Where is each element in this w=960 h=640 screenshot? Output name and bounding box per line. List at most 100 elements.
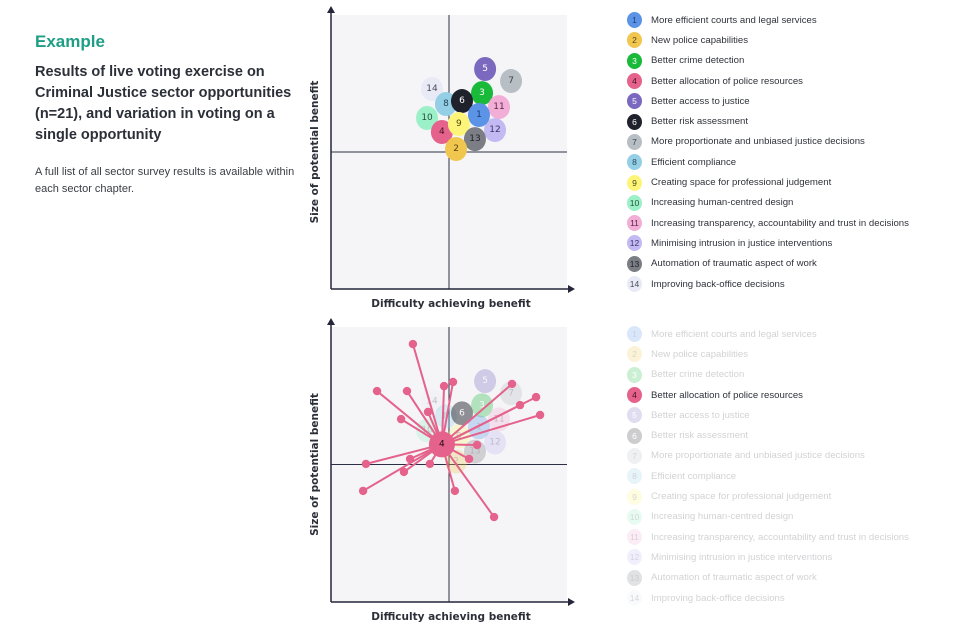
variation-legend-item-10[interactable]: 10 Increasing human-centred design <box>627 507 947 527</box>
x-axis-title: Difficulty achieving benefit <box>371 611 530 623</box>
bubble-circle <box>450 401 473 426</box>
vote-point-6[interactable] <box>507 379 517 389</box>
bubble-circle <box>467 103 490 128</box>
vote-point-12[interactable] <box>472 440 482 450</box>
legend-item-4[interactable]: 4 Better allocation of police resources <box>627 71 947 91</box>
vote-point-20[interactable] <box>489 512 499 522</box>
opportunity-bubble-1[interactable]: 1 <box>467 103 490 128</box>
opportunity-bubble-14[interactable]: 14 <box>421 389 444 414</box>
bubble-circle <box>447 112 470 137</box>
opportunity-bubble-7[interactable]: 7 <box>500 69 523 94</box>
legend-marker-icon: 1 <box>627 326 642 343</box>
opportunity-bubble-9[interactable]: 9 <box>447 112 470 137</box>
vote-point-14[interactable] <box>361 459 371 469</box>
opportunity-bubble-5[interactable]: 5 <box>474 56 497 81</box>
variation-legend-item-7[interactable]: 7 More proportionate and unbiased justice… <box>627 446 947 466</box>
vote-point-10[interactable] <box>423 407 433 417</box>
legend-item-9[interactable]: 9 Creating space for professional judgeme… <box>627 172 947 192</box>
variation-legend-item-1[interactable]: 1 More efficient courts and legal service… <box>627 324 947 344</box>
vote-point-17[interactable] <box>399 467 409 477</box>
variation-legend-item-2[interactable]: 2 New police capabilities <box>627 344 947 364</box>
highlighted-bubble-4[interactable]: 4 <box>428 431 455 458</box>
opportunity-bubble-5[interactable]: 5 <box>474 369 497 394</box>
legend-item-1[interactable]: 1 More efficient courts and legal service… <box>627 10 947 30</box>
bubble-label: 2 <box>453 144 459 154</box>
y-axis-title: Size of potential benefit <box>309 81 321 224</box>
legend-item-12[interactable]: 12 Minimising intrusion in justice interv… <box>627 233 947 253</box>
legend-item-3[interactable]: 3 Better crime detection <box>627 51 947 71</box>
vote-point-13[interactable] <box>464 454 474 464</box>
legend-marker-icon: 8 <box>627 154 642 171</box>
vote-point-4[interactable] <box>439 381 449 391</box>
bubble-label: 6 <box>459 96 465 106</box>
legend-item-2[interactable]: 2 New police capabilities <box>627 30 947 50</box>
opportunity-bubble-12[interactable]: 12 <box>484 430 507 455</box>
opportunity-bubble-6[interactable]: 6 <box>450 89 473 114</box>
bubble-circle <box>428 431 455 458</box>
opportunity-legend: 1 More efficient courts and legal service… <box>627 10 947 294</box>
legend-item-8[interactable]: 8 Efficient compliance <box>627 152 947 172</box>
opportunity-bubble-12[interactable]: 12 <box>484 118 507 143</box>
bubble-label: 11 <box>493 414 504 424</box>
opportunity-bubble-10[interactable]: 10 <box>416 106 439 131</box>
variation-legend-item-5[interactable]: 5 Better access to justice <box>627 405 947 425</box>
bubble-label: 5 <box>482 376 488 386</box>
vote-point-7[interactable] <box>531 392 541 402</box>
vote-point-3[interactable] <box>402 386 412 396</box>
opportunity-bubble-14[interactable]: 14 <box>421 76 444 101</box>
vote-point-11[interactable] <box>396 414 406 424</box>
opportunity-bubble-2[interactable]: 2 <box>445 136 468 161</box>
x-axis-arrow-icon <box>568 285 575 293</box>
opportunity-bubble-11[interactable]: 11 <box>488 95 511 120</box>
bubble-label: 10 <box>421 425 433 435</box>
vote-point-18[interactable] <box>358 486 368 496</box>
variation-legend-item-3[interactable]: 3 Better crime detection <box>627 365 947 385</box>
legend-label: More efficient courts and legal services <box>651 328 817 340</box>
y-axis-arrow-icon <box>327 6 335 13</box>
legend-item-7[interactable]: 7 More proportionate and unbiased justice… <box>627 132 947 152</box>
variation-legend-item-11[interactable]: 11 Increasing transparency, accountabilit… <box>627 527 947 547</box>
bubble-label: 14 <box>426 396 438 406</box>
variation-legend-item-13[interactable]: 13 Automation of traumatic aspect of work <box>627 568 947 588</box>
intro-panel: Example Results of live voting exercise … <box>35 32 295 198</box>
vote-point-5[interactable] <box>448 377 458 387</box>
legend-label: Efficient compliance <box>651 156 737 168</box>
bubble-circle <box>463 127 486 152</box>
legend-item-13[interactable]: 13 Automation of traumatic aspect of work <box>627 254 947 274</box>
opportunity-bubble-7[interactable]: 7 <box>500 381 523 406</box>
legend-marker-icon: 5 <box>627 93 642 110</box>
legend-marker-icon: 9 <box>627 488 642 505</box>
variation-legend-item-4[interactable]: 4 Better allocation of police resources <box>627 385 947 405</box>
intro-note: A full list of all sector survey results… <box>35 166 295 195</box>
vote-point-1[interactable] <box>408 339 418 349</box>
vote-point-9[interactable] <box>535 410 545 420</box>
variation-legend-item-14[interactable]: 14 Improving back-office decisions <box>627 588 947 608</box>
legend-marker-icon: 7 <box>627 133 642 150</box>
opportunity-bubble-13[interactable]: 13 <box>463 127 486 152</box>
vote-line-9 <box>441 414 541 446</box>
bubble-label: 3 <box>479 88 485 98</box>
legend-marker-icon: 13 <box>627 255 642 272</box>
opportunity-bubble-3[interactable]: 3 <box>471 393 494 418</box>
legend-marker-icon: 4 <box>627 387 642 404</box>
vote-point-16[interactable] <box>425 459 435 469</box>
opportunity-bubble-3[interactable]: 3 <box>471 81 494 106</box>
vote-point-8[interactable] <box>515 400 525 410</box>
vote-point-2[interactable] <box>372 386 382 396</box>
legend-item-5[interactable]: 5 Better access to justice <box>627 91 947 111</box>
variation-legend-item-6[interactable]: 6 Better risk assessment <box>627 425 947 445</box>
opportunity-bubble-4[interactable]: 4 <box>430 119 453 144</box>
variation-legend-item-9[interactable]: 9 Creating space for professional judgeme… <box>627 486 947 506</box>
legend-item-11[interactable]: 11 Increasing transparency, accountabilit… <box>627 213 947 233</box>
bubble-label: 8 <box>443 99 449 109</box>
legend-marker-icon: 3 <box>627 366 642 383</box>
legend-item-10[interactable]: 10 Increasing human-centred design <box>627 193 947 213</box>
vote-point-19[interactable] <box>450 486 460 496</box>
opportunity-bubble-6[interactable]: 6 <box>450 401 473 426</box>
opportunity-bubble-1[interactable]: 1 <box>467 415 490 440</box>
legend-label: Creating space for professional judgemen… <box>651 491 832 503</box>
legend-item-6[interactable]: 6 Better risk assessment <box>627 111 947 131</box>
legend-item-14[interactable]: 14 Improving back-office decisions <box>627 274 947 294</box>
variation-legend-item-8[interactable]: 8 Efficient compliance <box>627 466 947 486</box>
variation-legend-item-12[interactable]: 12 Minimising intrusion in justice interv… <box>627 547 947 567</box>
